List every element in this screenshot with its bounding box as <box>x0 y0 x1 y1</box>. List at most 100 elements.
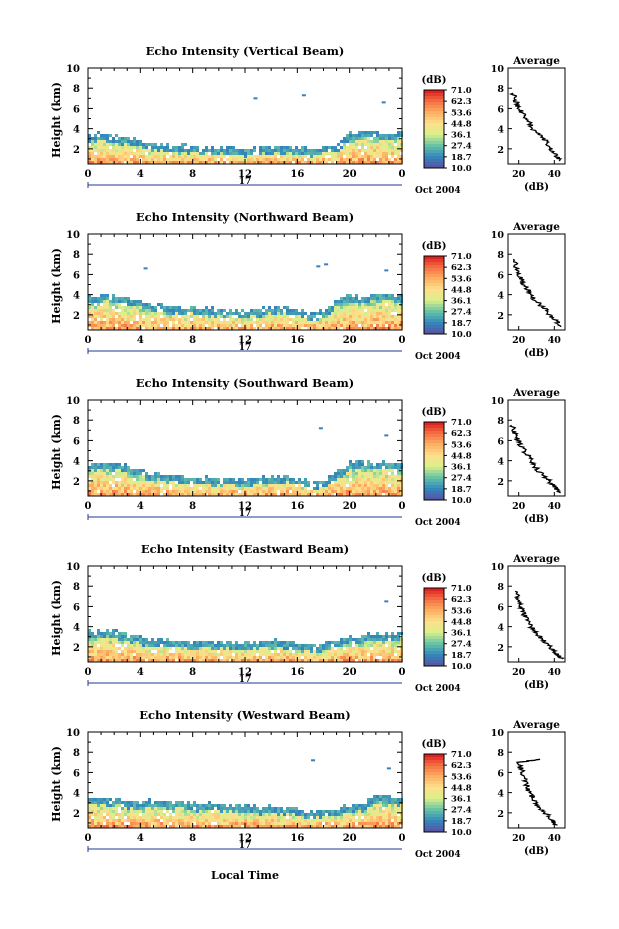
echo-cell <box>166 143 169 146</box>
echo-cell <box>286 647 289 650</box>
echo-cell <box>352 481 355 484</box>
echo-cell <box>193 484 196 487</box>
echo-cell <box>184 641 187 644</box>
echo-cell <box>196 650 199 653</box>
echo-cell <box>211 641 214 644</box>
echo-cell <box>367 481 370 484</box>
echo-cell <box>130 149 133 152</box>
echo-cell <box>340 161 343 164</box>
colorbar-segment <box>424 322 444 326</box>
echo-cell <box>370 490 373 493</box>
echo-cell <box>361 644 364 647</box>
colorbar-segment <box>424 784 444 788</box>
echo-cell <box>166 315 169 318</box>
echo-cell <box>229 487 232 490</box>
echo-cell <box>202 315 205 318</box>
echo-cell <box>139 143 142 146</box>
echo-cell <box>370 309 373 312</box>
echo-cell <box>256 318 259 321</box>
echo-cell <box>391 463 394 466</box>
echo-cell <box>352 300 355 303</box>
echo-cell <box>226 481 229 484</box>
echo-cell <box>100 137 103 140</box>
echo-cell <box>238 484 241 487</box>
echo-cell <box>184 309 187 312</box>
echo-cell <box>388 795 391 798</box>
echo-cell <box>151 158 154 161</box>
echo-cell <box>253 659 256 662</box>
echo-cell <box>295 158 298 161</box>
echo-cell <box>373 469 376 472</box>
colorbar-segment <box>424 799 444 803</box>
echo-cell <box>100 134 103 137</box>
echo-cell <box>142 152 145 155</box>
echo-cell <box>388 140 391 143</box>
echo-cell <box>226 647 229 650</box>
colorbar-segment <box>424 262 444 266</box>
echo-cell <box>262 475 265 478</box>
echo-cell <box>394 810 397 813</box>
echo-cell <box>121 807 124 810</box>
echo-cell <box>244 149 247 152</box>
echo-cell <box>391 825 394 828</box>
echo-cell <box>106 466 109 469</box>
echo-cell <box>148 306 151 309</box>
date-day-label: 17 <box>239 509 252 519</box>
echo-cell <box>388 487 391 490</box>
echo-cell <box>94 161 97 164</box>
echo-cell <box>127 472 130 475</box>
echo-cell <box>343 644 346 647</box>
echo-cell <box>151 315 154 318</box>
colorbar: 71.062.353.644.836.127.418.710.0 <box>423 86 472 174</box>
x-tick-label: 16 <box>290 501 304 512</box>
echo-cell <box>211 149 214 152</box>
echo-cell <box>286 822 289 825</box>
echo-cell <box>376 306 379 309</box>
echo-cell <box>394 807 397 810</box>
echo-cell <box>385 647 388 650</box>
echo-cell <box>397 137 400 140</box>
echo-cell <box>112 137 115 140</box>
echo-cell <box>208 158 211 161</box>
echo-cell <box>385 641 388 644</box>
echo-cell <box>337 158 340 161</box>
aloft-echo-cell <box>316 265 321 268</box>
echo-cell <box>322 484 325 487</box>
echo-cell <box>178 324 181 327</box>
echo-cell <box>166 647 169 650</box>
echo-cell <box>178 822 181 825</box>
echo-cell <box>346 650 349 653</box>
echo-cell <box>352 819 355 822</box>
echo-cell <box>265 813 268 816</box>
echo-cell <box>298 650 301 653</box>
echo-cell <box>223 819 226 822</box>
colorbar-frame <box>423 753 445 833</box>
echo-cell <box>217 312 220 315</box>
echo-cell <box>316 321 319 324</box>
echo-cell <box>163 475 166 478</box>
echo-cell <box>385 155 388 158</box>
echo-cell <box>91 303 94 306</box>
echo-cell <box>181 810 184 813</box>
echo-cell <box>328 487 331 490</box>
echo-cell <box>310 152 313 155</box>
echo-cell <box>163 656 166 659</box>
echo-cell <box>169 312 172 315</box>
echo-cell <box>253 490 256 493</box>
echo-cell <box>172 324 175 327</box>
echo-cell <box>370 475 373 478</box>
echo-cell <box>388 641 391 644</box>
echo-cell <box>109 312 112 315</box>
echo-cell <box>208 324 211 327</box>
echo-cell <box>112 158 115 161</box>
echo-cell <box>142 318 145 321</box>
echo-cell <box>376 484 379 487</box>
colorbar-segment <box>424 316 444 320</box>
echo-cell <box>208 825 211 828</box>
echo-cell <box>373 300 376 303</box>
echo-cell <box>349 659 352 662</box>
echo-cell <box>109 300 112 303</box>
echo-cell <box>106 653 109 656</box>
echo-cell <box>280 315 283 318</box>
echo-cell <box>361 641 364 644</box>
